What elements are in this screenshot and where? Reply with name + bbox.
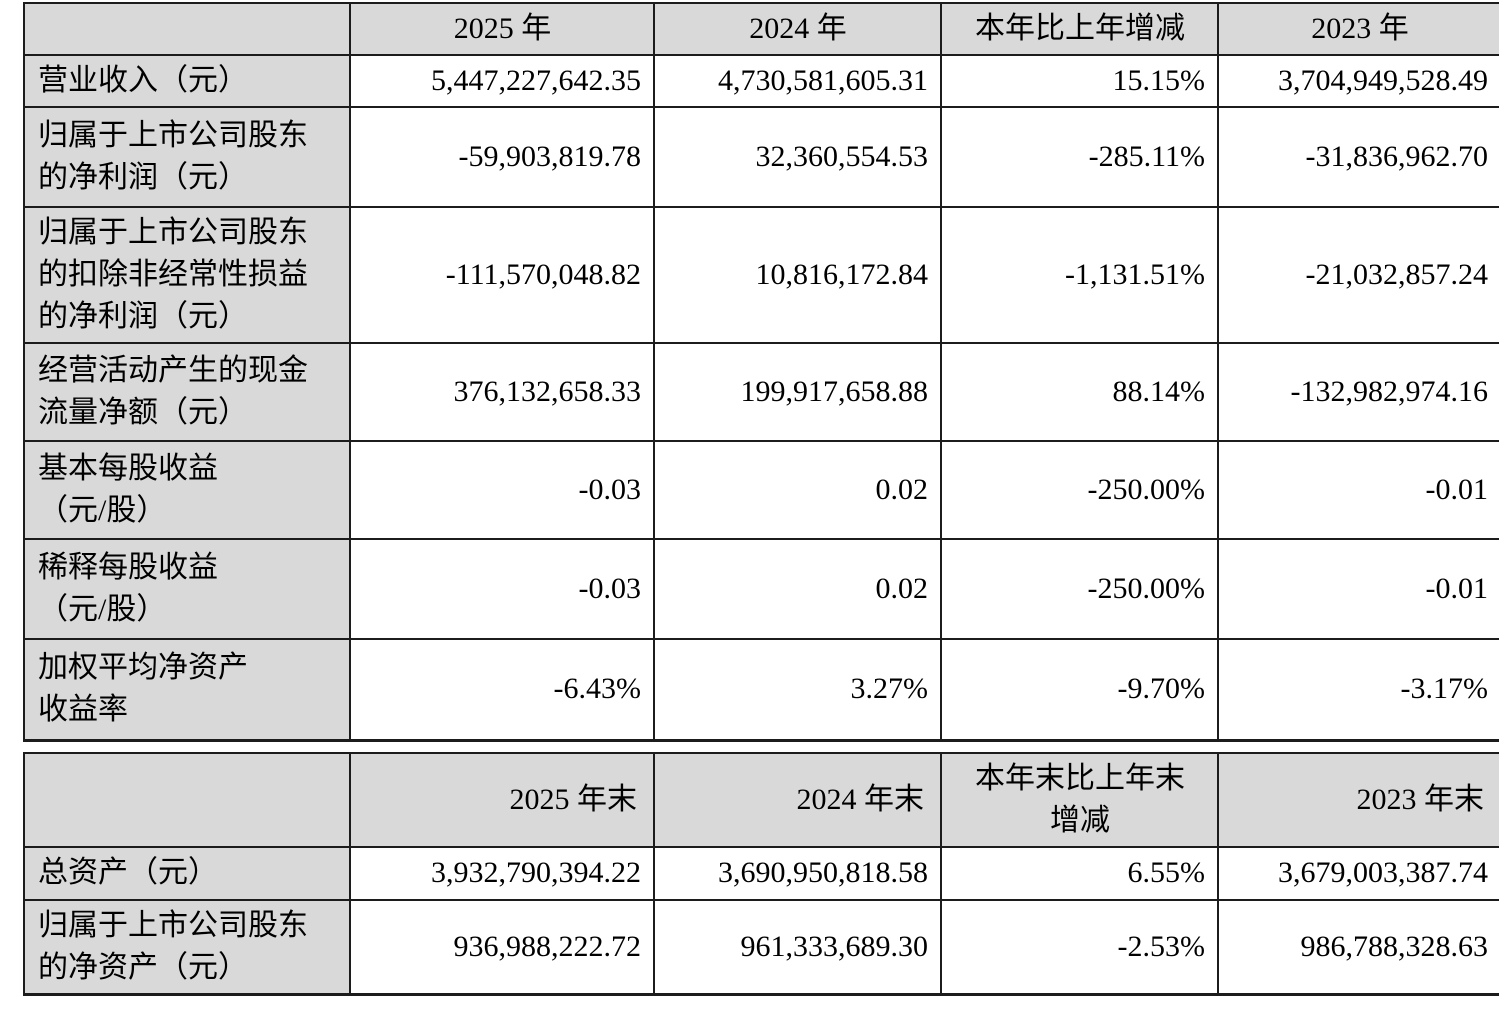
row-label: 加权平均净资产 收益率 — [23, 638, 351, 741]
table-row-diluted-eps: 稀释每股收益 （元/股） -0.03 0.02 -250.00% -0.01 — [23, 538, 1499, 640]
table-row-net-profit: 归属于上市公司股东 的净利润（元） -59,903,819.78 32,360,… — [23, 106, 1499, 208]
annual-header-row: 2025 年 2024 年 本年比上年增减 2023 年 — [23, 2, 1499, 56]
cell-change: 15.15% — [940, 54, 1219, 108]
cell-2025: -59,903,819.78 — [349, 106, 655, 208]
financial-summary: 2025 年 2024 年 本年比上年增减 2023 年 营业收入（元） 5,4… — [23, 2, 1499, 996]
row-label: 营业收入（元） — [23, 54, 351, 108]
cell-2023: -132,982,974.16 — [1217, 342, 1499, 442]
row-label: 归属于上市公司股东 的扣除非经常性损益 的净利润（元） — [23, 206, 351, 344]
cell-2023: -0.01 — [1217, 440, 1499, 540]
row-label: 归属于上市公司股东 的净资产（元） — [23, 898, 351, 996]
table-row-revenue: 营业收入（元） 5,447,227,642.35 4,730,581,605.3… — [23, 54, 1499, 108]
table-row-net-profit-deducted: 归属于上市公司股东 的扣除非经常性损益 的净利润（元） -111,570,048… — [23, 206, 1499, 344]
table-row-operating-cash-flow: 经营活动产生的现金 流量净额（元） 376,132,658.33 199,917… — [23, 342, 1499, 442]
cell-2025: -0.03 — [349, 538, 655, 640]
cell-2023: -0.01 — [1217, 538, 1499, 640]
header-2025: 2025 年 — [349, 2, 655, 56]
header-yoy-end-change: 本年末比上年末 增减 — [940, 751, 1219, 848]
cell-change: 6.55% — [940, 845, 1219, 901]
cell-2023: 986,788,328.63 — [1217, 898, 1499, 996]
table-row-basic-eps: 基本每股收益 （元/股） -0.03 0.02 -250.00% -0.01 — [23, 440, 1499, 540]
header-blank-cell — [23, 2, 351, 56]
cell-2024: 199,917,658.88 — [653, 342, 942, 442]
cell-2025: -111,570,048.82 — [349, 206, 655, 344]
cell-change: -9.70% — [940, 638, 1219, 741]
header-yoy-change: 本年比上年增减 — [940, 2, 1219, 56]
cell-change: -250.00% — [940, 538, 1219, 640]
cell-2024: 4,730,581,605.31 — [653, 54, 942, 108]
period-end-header-row: 2025 年末 2024 年末 本年末比上年末 增减 2023 年末 — [23, 751, 1499, 848]
cell-2025: 376,132,658.33 — [349, 342, 655, 442]
row-label: 稀释每股收益 （元/股） — [23, 538, 351, 640]
cell-2023: -3.17% — [1217, 638, 1499, 741]
table-row-net-assets: 归属于上市公司股东 的净资产（元） 936,988,222.72 961,333… — [23, 898, 1499, 996]
row-label: 归属于上市公司股东 的净利润（元） — [23, 106, 351, 208]
cell-change: -1,131.51% — [940, 206, 1219, 344]
cell-2025: 936,988,222.72 — [349, 898, 655, 996]
table-row-weighted-avg-roe: 加权平均净资产 收益率 -6.43% 3.27% -9.70% -3.17% — [23, 638, 1499, 741]
row-label: 基本每股收益 （元/股） — [23, 440, 351, 540]
cell-2024: 3.27% — [653, 638, 942, 741]
cell-change: 88.14% — [940, 342, 1219, 442]
annual-results-table: 2025 年 2024 年 本年比上年增减 2023 年 营业收入（元） 5,4… — [23, 2, 1499, 742]
header-blank-cell — [23, 751, 351, 848]
row-label: 总资产（元） — [23, 845, 351, 901]
cell-2024: 961,333,689.30 — [653, 898, 942, 996]
cell-change: -285.11% — [940, 106, 1219, 208]
cell-2024: 3,690,950,818.58 — [653, 845, 942, 901]
header-2025-end: 2025 年末 — [349, 751, 655, 848]
header-2023: 2023 年 — [1217, 2, 1499, 56]
cell-2023: 3,704,949,528.49 — [1217, 54, 1499, 108]
cell-2024: 0.02 — [653, 538, 942, 640]
cell-2025: 3,932,790,394.22 — [349, 845, 655, 901]
cell-2025: -0.03 — [349, 440, 655, 540]
cell-2024: 0.02 — [653, 440, 942, 540]
cell-2025: -6.43% — [349, 638, 655, 741]
cell-2025: 5,447,227,642.35 — [349, 54, 655, 108]
cell-change: -2.53% — [940, 898, 1219, 996]
cell-2023: -21,032,857.24 — [1217, 206, 1499, 344]
cell-2024: 10,816,172.84 — [653, 206, 942, 344]
header-2024-end: 2024 年末 — [653, 751, 942, 848]
header-2024: 2024 年 — [653, 2, 942, 56]
period-end-table: 2025 年末 2024 年末 本年末比上年末 增减 2023 年末 总资产（元… — [23, 751, 1499, 996]
header-2023-end: 2023 年末 — [1217, 751, 1499, 848]
table-row-total-assets: 总资产（元） 3,932,790,394.22 3,690,950,818.58… — [23, 845, 1499, 901]
row-label: 经营活动产生的现金 流量净额（元） — [23, 342, 351, 442]
cell-2024: 32,360,554.53 — [653, 106, 942, 208]
cell-2023: -31,836,962.70 — [1217, 106, 1499, 208]
cell-2023: 3,679,003,387.74 — [1217, 845, 1499, 901]
cell-change: -250.00% — [940, 440, 1219, 540]
